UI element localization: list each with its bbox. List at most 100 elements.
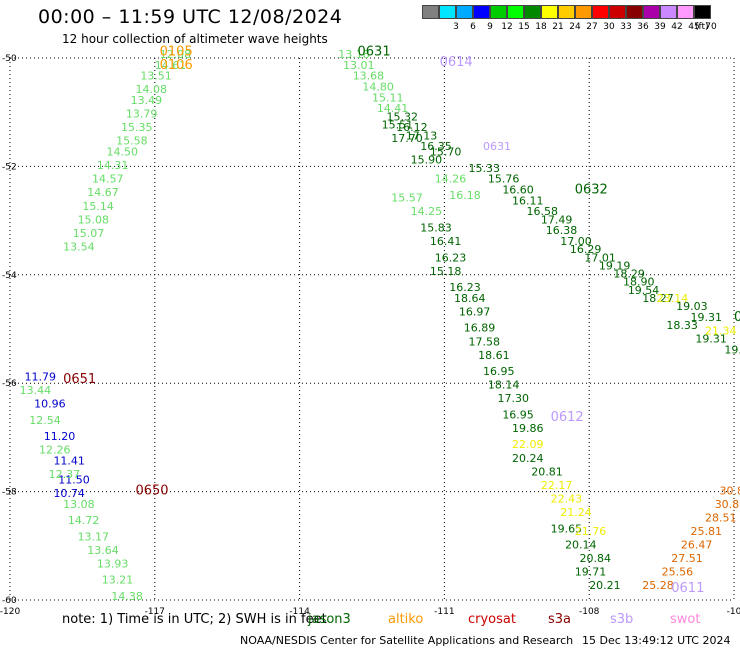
wave-height-value: 14.67 bbox=[87, 186, 119, 199]
wave-height-value: 18.14 bbox=[488, 379, 519, 392]
wave-height-value: 18.27 bbox=[642, 292, 674, 305]
wave-height-value: 13.01 bbox=[343, 59, 375, 72]
legend-label: 33 bbox=[620, 22, 632, 32]
legend-label: 36 bbox=[637, 22, 649, 32]
wave-height-value: 16.38 bbox=[546, 224, 578, 237]
legend-label: 39 bbox=[654, 22, 666, 32]
wave-height-value: 12.54 bbox=[29, 414, 61, 427]
wave-height-value: 16.97 bbox=[459, 305, 491, 318]
wave-height-value: 17.49 bbox=[541, 213, 573, 226]
lat-tick-label: -50 bbox=[2, 54, 17, 64]
footer-organization: NOAA/NESDIS Center for Satellite Applica… bbox=[240, 634, 574, 647]
pass-time-label: 0612 bbox=[551, 410, 584, 425]
legend-swatch bbox=[473, 5, 490, 19]
legend-label: 42 bbox=[671, 22, 683, 32]
lat-tick-label: -54 bbox=[2, 271, 17, 281]
legend-swatch bbox=[541, 5, 558, 19]
wave-height-value: 13.18 bbox=[338, 48, 370, 61]
legend-label: 9 bbox=[487, 22, 493, 32]
footer-generated-date: 15 Dec 13:49:12 UTC 2024 bbox=[582, 634, 731, 647]
wave-height-value: 16.95 bbox=[483, 365, 514, 378]
wave-height-value: 19.65 bbox=[551, 522, 583, 535]
wave-height-value: 15.57 bbox=[391, 192, 423, 205]
wave-height-value: 20.14 bbox=[565, 539, 597, 552]
wave-height-value: 16.11 bbox=[512, 194, 544, 207]
wave-height-value: 15.33 bbox=[469, 162, 501, 175]
wave-height-value: 17.58 bbox=[469, 335, 501, 348]
wave-height-value: 28.51 bbox=[705, 511, 737, 524]
wave-height-value: 13.51 bbox=[140, 70, 172, 83]
wave-height-value: 11.41 bbox=[53, 455, 85, 468]
lat-tick-label: -58 bbox=[2, 488, 17, 498]
wave-height-value: 18.61 bbox=[478, 349, 510, 362]
mission-altiko: altiko bbox=[388, 612, 424, 627]
wave-height-value: 18.64 bbox=[454, 292, 486, 305]
wave-height-value: 30.89 bbox=[715, 498, 740, 511]
legend-swatch bbox=[558, 5, 575, 19]
wave-height-value: 18.29 bbox=[613, 268, 645, 281]
footnote-text: note: 1) Time is in UTC; 2) SWH is in fe… bbox=[62, 612, 327, 627]
pass-time-label: 0631 bbox=[358, 44, 391, 59]
wave-height-value: 16.58 bbox=[526, 205, 558, 218]
wave-height-value: 25.28 bbox=[642, 579, 674, 592]
footnote: note: 1) Time is in UTC; 2) SWH is in fe… bbox=[62, 612, 327, 627]
lat-tick-label: -56 bbox=[2, 379, 17, 389]
pass-time-label: 0650 bbox=[135, 483, 168, 498]
legend-swatch bbox=[490, 5, 507, 19]
mission-jason3: jason3 bbox=[308, 612, 351, 627]
pass-time-label: 0611 bbox=[671, 581, 704, 596]
wave-height-value: 13.21 bbox=[102, 574, 134, 587]
wave-height-value: 19.86 bbox=[512, 422, 544, 435]
lon-tick-label: -10 bbox=[727, 607, 740, 617]
wave-height-value: 13.49 bbox=[131, 94, 163, 107]
wave-height-value: 17.01 bbox=[584, 251, 616, 264]
pass-time-label: 0632 bbox=[575, 183, 608, 198]
legend-label: 24 bbox=[569, 22, 581, 32]
mission-swot: swot bbox=[670, 612, 701, 627]
wave-height-value: 22.17 bbox=[541, 479, 573, 492]
wave-height-value: 15.76 bbox=[488, 173, 519, 186]
wave-height-value: 20.24 bbox=[512, 452, 544, 465]
legend-swatch bbox=[626, 5, 643, 19]
wave-height-value: 14.80 bbox=[362, 81, 394, 94]
wave-height-value: 19.71 bbox=[575, 566, 607, 579]
wave-height-value: 15.58 bbox=[116, 135, 148, 148]
page-title: 00:00 – 11:59 UTC 12/08/2024 bbox=[38, 6, 343, 28]
legend-swatch bbox=[575, 5, 592, 19]
pass-time-label: 0651 bbox=[63, 372, 96, 387]
wave-height-value: 14.31 bbox=[97, 159, 129, 172]
mission-s3b: s3b bbox=[610, 612, 634, 627]
wave-height-value: 13.79 bbox=[126, 108, 158, 121]
legend-swatch bbox=[524, 5, 541, 19]
wave-height-value: 15.35 bbox=[121, 121, 153, 134]
wave-height-value: 14.26 bbox=[435, 173, 467, 186]
wave-height-value: 19.31 bbox=[691, 311, 723, 324]
legend-label: 45 bbox=[688, 22, 700, 32]
wave-height-value: 21.24 bbox=[560, 506, 592, 519]
wave-height-value: 13.54 bbox=[63, 240, 95, 253]
legend-unit: (ft) bbox=[695, 22, 709, 32]
legend-label: 21 bbox=[552, 22, 564, 32]
wave-height-value: 11.50 bbox=[58, 473, 89, 486]
wave-height-value: 15.14 bbox=[82, 200, 114, 213]
legend-label: 30 bbox=[603, 22, 615, 32]
wave-height-value: 14.57 bbox=[92, 173, 124, 186]
mission-s3a: s3a bbox=[548, 612, 572, 627]
wave-height-value: 15.51 bbox=[382, 118, 414, 131]
pass-time-label: 0614 bbox=[440, 55, 473, 70]
wave-height-value: 19.94 bbox=[724, 343, 740, 356]
legend-label: 18 bbox=[535, 22, 547, 32]
wave-height-value: 30.83 bbox=[720, 484, 740, 497]
wave-height-value: 16.35 bbox=[420, 140, 452, 153]
lon-tick-label: -120 bbox=[0, 607, 20, 617]
legend-label: 3 bbox=[453, 22, 459, 32]
lat-tick-label: -52 bbox=[2, 162, 17, 172]
wave-height-value: 17.30 bbox=[497, 392, 529, 405]
wave-height-value: 16.41 bbox=[430, 235, 462, 248]
wave-height-value: 12.26 bbox=[39, 444, 71, 457]
wave-height-value: 15.08 bbox=[78, 213, 110, 226]
legend-swatch bbox=[643, 5, 660, 19]
wave-height-value: 12.08 bbox=[160, 48, 192, 61]
wave-height-value: 15.07 bbox=[73, 227, 105, 240]
